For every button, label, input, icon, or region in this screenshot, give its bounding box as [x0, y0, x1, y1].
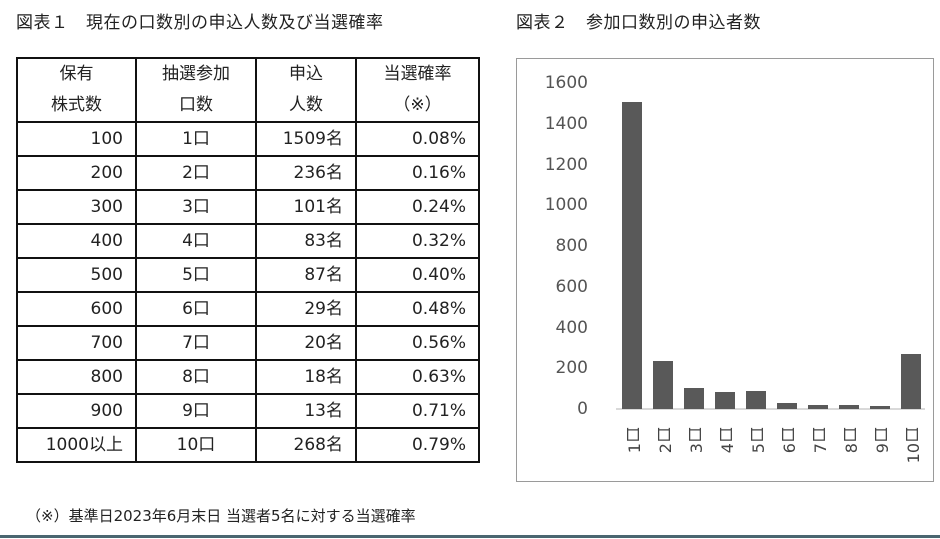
- cell-units: 6口: [135, 291, 257, 327]
- cell-shares: 900: [16, 393, 137, 429]
- x-tick-label: 2口: [656, 427, 675, 454]
- bar: [746, 391, 766, 409]
- table-row: 300 3口 101名 0.24%: [16, 189, 480, 225]
- header-applicants-line1: 申込: [289, 64, 323, 84]
- table-header-row: 保有株式数 抽選参加口数 申込人数 当選確率 （※）: [16, 57, 480, 123]
- x-tick-label: 3口: [687, 427, 706, 454]
- header-rate: 当選確率 （※）: [355, 57, 480, 123]
- cell-shares: 300: [16, 189, 137, 225]
- table-row: 100 1口 1509名 0.08%: [16, 121, 480, 157]
- figure1-title: 図表１ 現在の口数別の申込人数及び当選確率: [16, 13, 384, 33]
- table-row: 600 6口 29名 0.48%: [16, 291, 480, 327]
- header-units-line2: 口数: [179, 95, 213, 115]
- cell-rate: 0.79%: [355, 427, 480, 463]
- cell-shares: 1000以上: [16, 427, 137, 463]
- cell-applicants: 268名: [255, 427, 357, 463]
- header-rate-line2: （※）: [393, 95, 442, 115]
- cell-applicants: 87名: [255, 257, 357, 293]
- y-tick-label: 1600: [544, 73, 588, 93]
- y-tick-label: 200: [555, 358, 588, 379]
- bar: [901, 354, 921, 409]
- cell-rate: 0.40%: [355, 257, 480, 293]
- header-units: 抽選参加 口数: [135, 57, 257, 123]
- cell-rate: 0.63%: [355, 359, 480, 395]
- cell-applicants: 20名: [255, 325, 357, 361]
- cell-applicants: 83名: [255, 223, 357, 259]
- bar: [808, 404, 828, 409]
- bar: [839, 405, 859, 409]
- cell-applicants: 29名: [255, 291, 357, 327]
- header-shares-line2: 株式数: [51, 95, 102, 115]
- figure2-title: 図表２ 参加口数別の申込者数: [516, 13, 761, 33]
- bar-chart: 0 200 400 600 800 1000 1200 1400 1600 1口 2口 3口 4口 5口…: [516, 58, 934, 482]
- cell-rate: 0.48%: [355, 291, 480, 327]
- y-tick-label: 1400: [544, 113, 588, 134]
- header-applicants-line2: 人数: [289, 95, 323, 115]
- cell-shares: 100: [16, 121, 137, 157]
- applicants-table: 保有株式数 抽選参加口数 申込人数 当選確率 （※） 100 1口 1509名 0.08…: [16, 57, 480, 463]
- x-tick-label: 5口: [749, 427, 768, 454]
- cell-shares: 800: [16, 359, 137, 395]
- cell-rate: 0.71%: [355, 393, 480, 429]
- table-row: 700 7口 20名 0.56%: [16, 325, 480, 361]
- header-shares: 保有 株式数: [16, 57, 137, 123]
- header-rate-line1: 当選確率: [383, 64, 452, 84]
- header-applicants: 申込 人数: [255, 57, 357, 123]
- bar: [684, 388, 704, 409]
- cell-applicants: 1509名: [255, 121, 357, 157]
- header-shares-line1: 保有: [59, 64, 94, 84]
- x-tick-label: 7口: [811, 427, 830, 454]
- cell-rate: 0.32%: [355, 223, 480, 259]
- header-units-line1: 抽選参加: [162, 64, 230, 84]
- cell-units: 2口: [135, 155, 257, 191]
- table-row: 1000以上 10口 268名 0.79%: [16, 427, 480, 463]
- table-row: 200 2口 236名 0.16%: [16, 155, 480, 191]
- x-tick-label: 6口: [780, 427, 799, 454]
- x-tick-label: 4口: [718, 427, 737, 454]
- bar: [777, 403, 797, 409]
- y-tick-label: 0: [577, 399, 588, 419]
- y-tick-label: 600: [555, 276, 588, 297]
- cell-applicants: 18名: [255, 359, 357, 395]
- bar: [622, 101, 642, 409]
- cell-units: 7口: [135, 325, 257, 361]
- table-row: 400 4口 83名 0.32%: [16, 223, 480, 259]
- bar: [870, 406, 890, 409]
- x-tick-label: 8口: [842, 427, 861, 454]
- cell-units: 8口: [135, 359, 257, 395]
- bottom-divider: [0, 535, 940, 538]
- cell-rate: 0.56%: [355, 325, 480, 361]
- cell-rate: 0.24%: [355, 189, 480, 225]
- x-tick-label: 1口: [625, 427, 644, 454]
- x-axis-line: [616, 408, 925, 410]
- footnote: （※）基準日2023年6月末日 当選者5名に対する当選確率: [26, 507, 416, 525]
- y-tick-label: 1000: [544, 195, 588, 216]
- table-row: 500 5口 87名 0.40%: [16, 257, 480, 293]
- cell-units: 9口: [135, 393, 257, 429]
- x-tick-label: 9口: [873, 427, 892, 454]
- cell-shares: 400: [16, 223, 137, 259]
- cell-shares: 500: [16, 257, 137, 293]
- cell-shares: 700: [16, 325, 137, 361]
- table-row: 800 8口 18名 0.63%: [16, 359, 480, 395]
- x-tick-label: 10口: [904, 427, 923, 464]
- cell-rate: 0.08%: [355, 121, 480, 157]
- cell-units: 4口: [135, 223, 257, 259]
- y-tick-label: 400: [555, 317, 588, 338]
- cell-units: 3口: [135, 189, 257, 225]
- cell-applicants: 101名: [255, 189, 357, 225]
- cell-shares: 200: [16, 155, 137, 191]
- cell-units: 5口: [135, 257, 257, 293]
- cell-rate: 0.16%: [355, 155, 480, 191]
- cell-units: 10口: [135, 427, 257, 463]
- cell-units: 1口: [135, 121, 257, 157]
- y-tick-label: 800: [555, 236, 588, 256]
- cell-applicants: 236名: [255, 155, 357, 191]
- y-tick-label: 1200: [544, 154, 588, 175]
- cell-applicants: 13名: [255, 393, 357, 429]
- table-row: 900 9口 13名 0.71%: [16, 393, 480, 429]
- bar: [715, 392, 735, 409]
- cell-shares: 600: [16, 291, 137, 327]
- bar: [653, 360, 673, 409]
